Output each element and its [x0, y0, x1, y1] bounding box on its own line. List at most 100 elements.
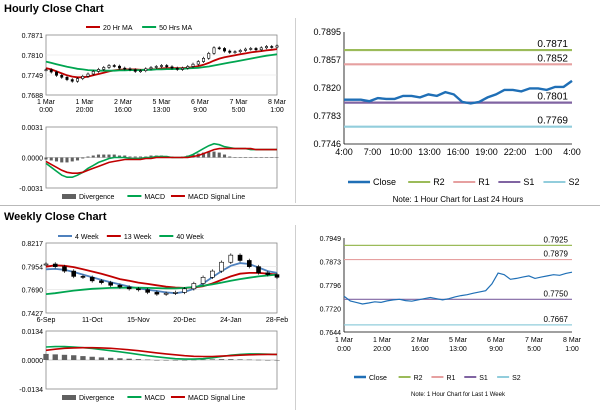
candle-body [145, 289, 150, 293]
ma-line-40-week [45, 273, 278, 295]
svg-hourly-candles-ytick-label: 0.7871 [22, 33, 44, 40]
candle-body [165, 65, 169, 68]
svg-hourly-levels-ytick-label: 0.7820 [313, 83, 341, 93]
candle-body [186, 66, 190, 69]
candle-body [43, 263, 49, 266]
weekly-column-divider [295, 225, 296, 410]
candle-body [181, 67, 184, 70]
candle-body [55, 71, 58, 76]
divergence-bar [238, 157, 242, 158]
candle-body [219, 261, 224, 272]
divergence-bar [91, 155, 95, 158]
candle-body [265, 46, 268, 49]
divergence-bar [108, 357, 114, 360]
xtick-label: 11-Oct [82, 317, 103, 324]
legend-label: R2 [414, 375, 423, 382]
weekly-candle-panel: 0.8217 0.7954 0.7690 0.7427 4 Week 13 Week 40 … [0, 229, 292, 330]
candle-body [62, 266, 67, 272]
xtick-label: 24-Jan [220, 317, 242, 324]
xtick-label: 20:00 [373, 346, 391, 353]
divergence-bar [246, 359, 252, 361]
candle-body [191, 283, 197, 290]
candle-body [126, 286, 132, 290]
xtick-label: 5:00 [527, 346, 541, 353]
svg-weekly-levels-ytick-label: 0.7720 [320, 307, 342, 314]
divergence-bar [201, 152, 206, 158]
level-label-r1: 0.7879 [544, 250, 569, 259]
svg-weekly-candles-ytick-label: 0.7954 [22, 264, 44, 271]
hourly-levels-chart: 0.7895 0.7857 0.7820 0.7783 0.7746 0.7871 0.78… [313, 27, 581, 204]
legend-label: 20 Hr MA [103, 25, 133, 32]
candle-body [244, 48, 247, 51]
ma-line-4-week [45, 262, 278, 295]
legend-label: MACD [144, 395, 165, 402]
svg-weekly-levels-ytick-label: 0.7949 [320, 236, 342, 243]
svg-weekly-macd-ytick-label: 0.0134 [22, 329, 44, 336]
divergence-bar [71, 355, 77, 360]
divergence-bar [75, 157, 80, 161]
svg-hourly-levels-ytick-label: 0.7783 [313, 111, 341, 121]
candle-body [102, 67, 106, 70]
candle-body [265, 272, 271, 275]
svg-hourly-macd-ytick-label: 0.0000 [22, 156, 44, 163]
divergence-bar [138, 156, 143, 158]
weekly-levels-chart: 0.7949 0.7873 0.7796 0.7720 0.7644 0.7925 0.78… [320, 235, 582, 398]
candle-body [71, 270, 77, 277]
candle-body [139, 70, 142, 73]
candle-body [149, 67, 153, 70]
divergence-bar [181, 360, 188, 361]
xtick-label: 5 Mar [153, 99, 172, 106]
legend-label: R1 [478, 177, 490, 187]
macd-signal-line [45, 346, 277, 358]
divergence-bar [222, 154, 227, 158]
candle-body [128, 68, 132, 71]
legend-label: S2 [512, 375, 521, 382]
candle-body [223, 48, 226, 52]
svg-hourly-candles-ytick-label: 0.7688 [22, 93, 44, 100]
xtick-label: 4:00 [563, 147, 581, 157]
divergence-bar [89, 356, 95, 360]
divergence-bar [135, 359, 142, 360]
svg-weekly-levels-ytick-label: 0.7644 [320, 330, 342, 337]
xtick-label: 28-Feb [266, 317, 288, 324]
divergence-bar [163, 360, 169, 361]
xtick-label: 8 Mar [563, 337, 582, 344]
legend-label: 50 Hrs MA [159, 25, 192, 32]
xtick-label: 19:00 [475, 147, 498, 157]
divergence-bar [209, 359, 215, 360]
candle-body [86, 73, 90, 77]
divergence-bar [123, 155, 127, 158]
candle-body [123, 67, 127, 70]
candle-body [160, 65, 163, 67]
candle-body [89, 276, 95, 282]
legend-label: Divergence [79, 395, 115, 402]
divergence-bar [233, 157, 237, 158]
xtick-label: 16:00 [114, 107, 132, 114]
candle-body [256, 266, 261, 274]
divergence-bar [80, 356, 86, 360]
divergence-bar [149, 155, 153, 158]
candle-body [275, 45, 279, 48]
legend-label: 40 Week [176, 234, 204, 241]
candle-body [49, 69, 53, 73]
divergence-bar [49, 157, 53, 161]
divergence-bar [126, 358, 132, 360]
candle-body [182, 288, 187, 293]
candle-body [175, 67, 179, 70]
xtick-label: 5 Mar [449, 337, 468, 344]
candle-body [254, 48, 258, 51]
divergence-bar [154, 360, 160, 361]
divergence-bar [44, 157, 48, 160]
divergence-bar [144, 359, 151, 361]
legend-label: S1 [523, 177, 534, 187]
candle-body [237, 254, 243, 261]
candle-body [249, 48, 253, 50]
close-price-line [343, 271, 573, 305]
svg-hourly-levels-ytick-label: 0.7746 [313, 139, 341, 149]
xtick-label: 1:00 [535, 147, 553, 157]
xtick-label: 16:00 [447, 147, 470, 157]
candle-body [117, 284, 123, 288]
xtick-label: 0:00 [39, 107, 53, 114]
candle-body [99, 280, 104, 283]
legend-swatch [62, 194, 76, 199]
